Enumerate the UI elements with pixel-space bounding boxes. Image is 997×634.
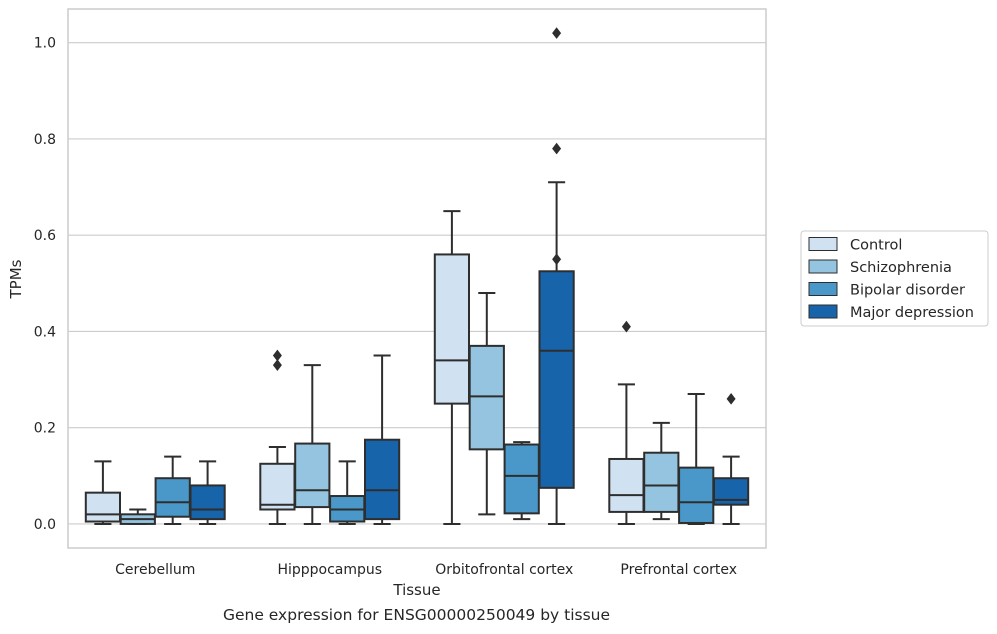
legend-swatch bbox=[808, 259, 838, 274]
legend-swatch bbox=[808, 237, 838, 251]
y-tick-label: 0.0 bbox=[34, 517, 56, 533]
x-tick-label: Orbitofrontal cortex bbox=[435, 562, 573, 578]
box-bipolar-disorder bbox=[503, 441, 540, 521]
boxes bbox=[84, 27, 750, 525]
y-tick-label: 0.4 bbox=[34, 324, 56, 340]
box-body bbox=[538, 270, 575, 489]
y-axis-title: TPMs bbox=[7, 259, 25, 299]
box-major-depression bbox=[538, 27, 575, 525]
box-major-depression bbox=[189, 460, 226, 525]
y-tick-label: 0.8 bbox=[34, 132, 56, 148]
box-bipolar-disorder bbox=[154, 455, 191, 525]
box-body bbox=[468, 344, 505, 451]
legend-label: Major depression bbox=[850, 305, 974, 321]
outlier-point bbox=[272, 349, 282, 362]
box-body bbox=[503, 443, 540, 515]
box-body bbox=[154, 477, 191, 518]
legend: Control Schizophrenia Bipolar disorder Majo… bbox=[800, 230, 989, 327]
x-axis-title: Tissue bbox=[392, 581, 440, 599]
legend-label: Bipolar disorder bbox=[850, 283, 965, 299]
box-body bbox=[189, 484, 226, 521]
box-body bbox=[643, 451, 680, 513]
x-tick-label: Prefrontal cortex bbox=[620, 562, 737, 578]
gridlines bbox=[68, 42, 766, 525]
y-tick-label: 1.0 bbox=[34, 36, 56, 52]
box-schizophrenia bbox=[294, 364, 331, 525]
outlier-point bbox=[272, 359, 282, 371]
box-body bbox=[678, 466, 715, 524]
box-body bbox=[363, 438, 401, 521]
box-body bbox=[294, 442, 331, 509]
outlier-point bbox=[552, 253, 562, 266]
box-control bbox=[608, 320, 645, 525]
box-bipolar-disorder bbox=[678, 393, 715, 525]
outlier-point bbox=[621, 320, 631, 333]
box-body bbox=[433, 253, 471, 405]
legend-label: Schizophrenia bbox=[850, 260, 952, 276]
box-control bbox=[259, 349, 296, 525]
y-tick-label: 0.6 bbox=[34, 228, 56, 244]
outlier-point bbox=[552, 27, 562, 39]
plot-area-frame bbox=[67, 8, 767, 549]
outlier-point bbox=[726, 392, 736, 405]
y-tick-labels: 0.0 0.2 0.4 0.6 0.8 1.0 bbox=[34, 36, 56, 533]
x-tick-labels: Cerebellum Hipppocampus Orbitofrontal cort… bbox=[115, 562, 737, 578]
legend-swatch bbox=[808, 304, 838, 319]
box-major-depression bbox=[712, 392, 750, 525]
figure-caption: Gene expression for ENSG00000250049 by t… bbox=[222, 606, 611, 624]
box-body bbox=[84, 491, 122, 523]
box-schizophrenia bbox=[119, 508, 156, 525]
x-tick-label: Hipppocampus bbox=[277, 562, 382, 578]
box-body bbox=[608, 457, 645, 513]
box-major-depression bbox=[363, 354, 401, 525]
y-tick-label: 0.2 bbox=[34, 421, 56, 437]
legend-swatch bbox=[808, 282, 838, 296]
legend-frame bbox=[800, 230, 989, 327]
box-schizophrenia bbox=[468, 291, 505, 516]
outlier-point bbox=[552, 142, 562, 155]
box-schizophrenia bbox=[643, 421, 680, 521]
box-control bbox=[84, 460, 122, 525]
legend-label: Control bbox=[850, 238, 902, 254]
x-tick-label: Cerebellum bbox=[115, 562, 195, 578]
box-control bbox=[433, 210, 471, 525]
box-body bbox=[259, 462, 296, 511]
box-bipolar-disorder bbox=[329, 460, 366, 525]
